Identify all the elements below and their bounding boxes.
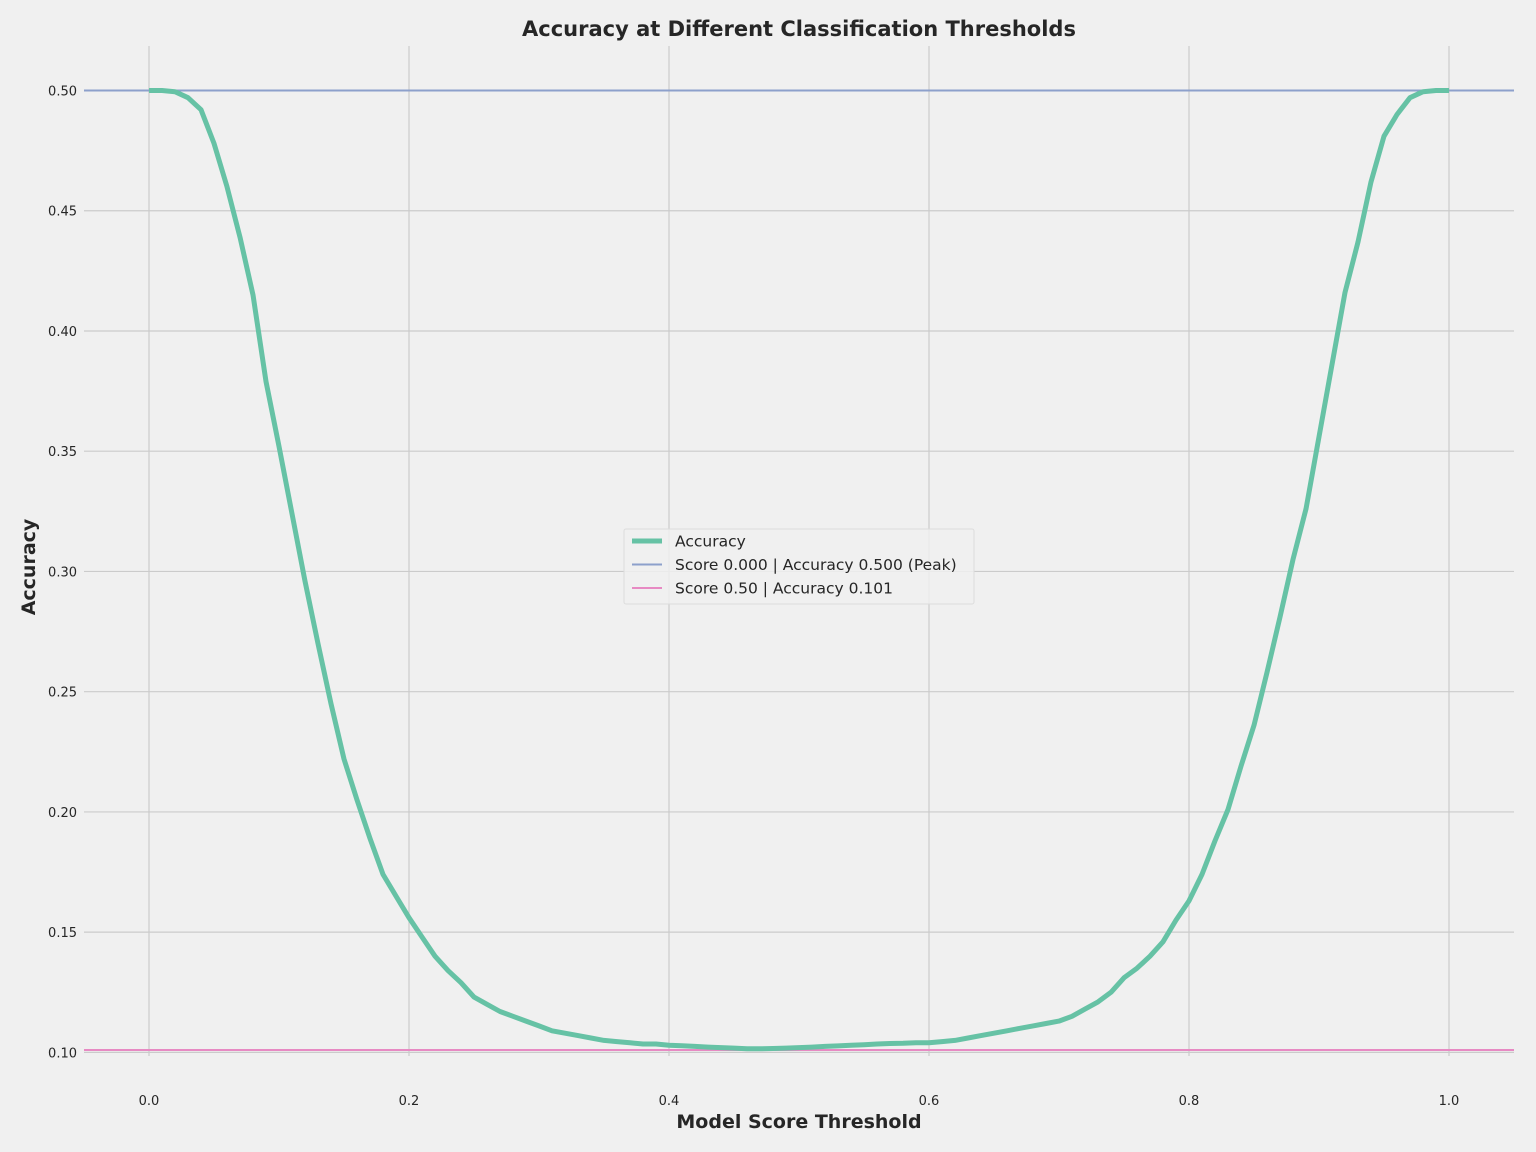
y-tick-label: 0.15 [48, 926, 77, 941]
x-tick-label: 1.0 [1439, 1094, 1460, 1109]
legend-entry: Accuracy [675, 533, 746, 551]
y-tick-label: 0.30 [48, 565, 77, 580]
y-tick-label: 0.40 [48, 325, 77, 340]
y-tick-label: 0.45 [48, 205, 77, 220]
legend-box [623, 528, 975, 605]
x-axis-label: Model Score Threshold [676, 1111, 921, 1133]
plot-area [84, 88, 1514, 1052]
y-axis-label: Accuracy [18, 518, 40, 615]
x-tick-label: 0.8 [1179, 1094, 1200, 1109]
accuracy-line [149, 88, 1449, 1052]
y-tick-label: 0.25 [48, 686, 77, 701]
x-tick-label: 0.6 [919, 1094, 940, 1109]
legend: Accuracy Score 0.000 | Accuracy 0.500 (Pe… [623, 528, 975, 605]
y-tick-label: 0.50 [48, 84, 77, 99]
grid [84, 46, 1514, 1056]
x-tick-label: 0.2 [399, 1094, 420, 1109]
legend-entry: Score 0.50 | Accuracy 0.101 [675, 580, 893, 598]
y-tick-label: 0.10 [48, 1046, 77, 1061]
y-tick-label: 0.35 [48, 445, 77, 460]
x-tick-label: 0.4 [659, 1094, 680, 1109]
x-tick-label: 0.0 [139, 1094, 160, 1109]
chart-title: Accuracy at Different Classification Thr… [522, 17, 1076, 41]
legend-entry: Score 0.000 | Accuracy 0.500 (Peak) [675, 556, 957, 574]
y-axis-ticks: 0.10 0.15 0.20 0.25 0.30 0.35 0.40 0.45 0.50 [48, 84, 77, 1061]
x-axis-ticks: 0.0 0.2 0.4 0.6 0.8 1.0 [139, 1094, 1460, 1109]
y-tick-label: 0.20 [48, 806, 77, 821]
